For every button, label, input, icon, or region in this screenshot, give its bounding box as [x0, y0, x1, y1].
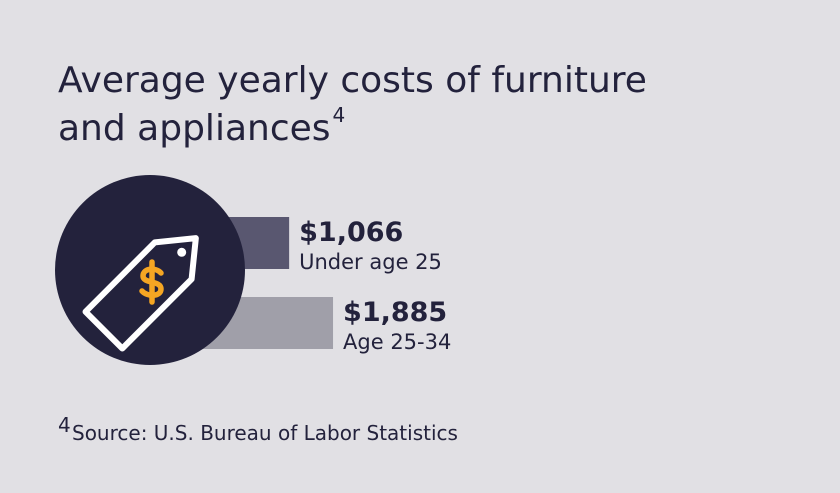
category-label: Under age 25 [299, 250, 442, 274]
value-label: $1,885 [343, 297, 447, 328]
price-tag-icon [82, 235, 199, 352]
title-line-1: Average yearly costs of furniture [58, 60, 647, 101]
title-footnote-mark: 4 [333, 103, 346, 127]
value-label: $1,066 [299, 217, 403, 248]
source: Source: U.S. Bureau of Labor Statistics [72, 421, 458, 445]
category-label: Age 25-34 [343, 330, 451, 354]
source-footnote-mark: 4 [58, 413, 71, 437]
title-line-2: and appliances [58, 108, 331, 149]
